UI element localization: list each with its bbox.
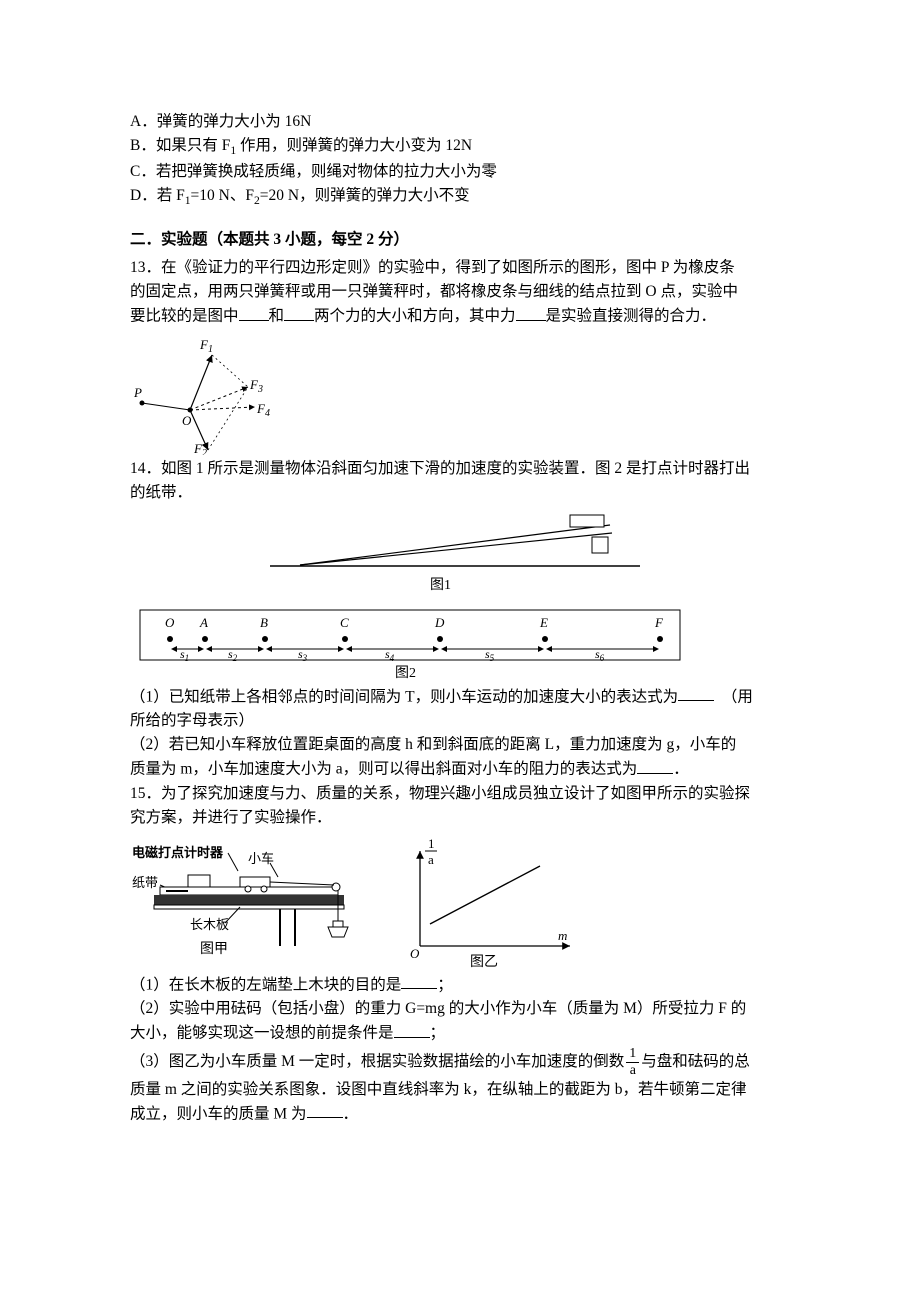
lbl-O: O: [182, 413, 192, 428]
q14-1c: 所给的字母表示）: [130, 709, 790, 733]
fig-15-right-svg: 1 a m O 图乙: [390, 836, 590, 971]
blank-3: [516, 304, 546, 321]
svg-text:C: C: [340, 615, 349, 630]
q15-3c: 质量 m 之间的实验关系图象．设图中直线斜率为 k，在纵轴上的截距为 b，若牛顿…: [130, 1078, 790, 1102]
fig14-2-label: 图2: [395, 666, 416, 681]
opt-a: A．弹簧的弹力大小为 16N: [130, 110, 790, 134]
blank-8: [307, 1102, 343, 1119]
q15-2b: 大小，能够实现这一设想的前提条件是: [130, 1025, 394, 1042]
q14-1b: （用: [722, 688, 753, 705]
opt-d-pre: D．若 F: [130, 187, 185, 204]
opt-b-post: 作用，则弹簧的弹力大小变为 12N: [236, 137, 472, 154]
q13-c1: 要比较的是图中: [130, 308, 239, 325]
blank-6: [401, 973, 437, 990]
fig-14-2: O A B C D E F: [130, 605, 790, 683]
q15-3a: （3）图乙为小车质量 M 一定时，根据实验数据描绘的小车加速度的倒数: [130, 1053, 624, 1070]
fig14-1-label: 图1: [430, 578, 451, 593]
opt-c: C．若把弹簧换成轻质绳，则绳对物体的拉力大小为零: [130, 160, 790, 184]
fig-14-1-svg: 图1: [230, 511, 660, 599]
fig-14-1: 图1: [230, 511, 790, 599]
svg-text:O: O: [410, 946, 420, 961]
svg-text:图甲: 图甲: [200, 942, 228, 957]
blank-4: [678, 685, 714, 702]
q15-l2: 究方案，并进行了实验操作．: [130, 806, 790, 830]
q13-l2: 的固定点，用两只弹簧秤或用一只弹簧秤时，都将橡皮条与细线的结点拉到 O 点，实验…: [130, 280, 790, 304]
opt-a-text: A．弹簧的弹力大小为 16N: [130, 113, 311, 130]
svg-text:D: D: [434, 615, 445, 630]
q15-l1: 15．为了探究加速度与力、质量的关系，物理兴趣小组成员独立设计了如图甲所示的实验…: [130, 782, 790, 806]
svg-text:纸带: 纸带: [132, 875, 158, 890]
q14-2a: （2）若已知小车释放位置距桌面的高度 h 和到斜面底的距离 L，重力加速度为 g…: [130, 733, 790, 757]
q14-2b-line: 质量为 m，小车加速度大小为 a，则可以得出斜面对小车的阻力的表达式为 ．: [130, 757, 790, 782]
q14-l2: 的纸带．: [130, 481, 790, 505]
lbl-F4: F4: [256, 401, 270, 419]
blank-2: [284, 304, 314, 321]
q15-3d-line: 成立，则小车的质量 M 为 ．: [130, 1102, 790, 1127]
q13-c4: 是实验直接测得的合力．: [546, 308, 717, 325]
q15-2c: ；: [430, 1025, 446, 1042]
svg-text:A: A: [199, 615, 208, 630]
fig-15-left-svg: 电磁打点计时器 小车 纸带: [130, 841, 360, 971]
q15-1a: （1）在长木板的左端垫上木块的目的是: [130, 976, 401, 993]
blank-1: [239, 304, 269, 321]
svg-text:E: E: [539, 615, 548, 630]
fig-q13-svg: P O F1 F2 F3 F4: [130, 335, 270, 455]
svg-text:a: a: [428, 852, 434, 867]
q15-3e: ．: [343, 1105, 359, 1122]
q15-3d: 成立，则小车的质量 M 为: [130, 1105, 307, 1122]
q13-l3: 要比较的是图中 和 两个力的大小和方向，其中力 是实验直接测得的合力．: [130, 304, 790, 329]
q14-1: （1）已知纸带上各相邻点的时间间隔为 T，则小车运动的加速度大小的表达式为 （用: [130, 685, 790, 710]
section-2-title: 二．实验题（本题共 3 小题，每空 2 分）: [130, 228, 790, 252]
q14-2c: ．: [673, 761, 689, 778]
q15-2a: （2）实验中用砝码（包括小盘）的重力 G=mg 的大小作为小车（质量为 M）所受…: [130, 997, 790, 1021]
svg-text:长木板: 长木板: [190, 917, 229, 932]
svg-text:m: m: [558, 928, 567, 943]
q15-2b-line: 大小，能够实现这一设想的前提条件是 ；: [130, 1021, 790, 1046]
q14-l1: 14．如图 1 所示是测量物体沿斜面匀加速下滑的加速度的实验装置．图 2 是打点…: [130, 457, 790, 481]
page: A．弹簧的弹力大小为 16N B．如果只有 F1 作用，则弹簧的弹力大小变为 1…: [0, 0, 920, 1302]
q13-c2: 和: [269, 308, 285, 325]
svg-text:B: B: [260, 615, 268, 630]
opt-b: B．如果只有 F1 作用，则弹簧的弹力大小变为 12N: [130, 134, 790, 160]
q15-3b: 与盘和砝码的总: [641, 1053, 750, 1070]
frac-1-over-a: 1a: [626, 1047, 639, 1078]
svg-text:1: 1: [428, 836, 435, 851]
q14-2b: 质量为 m，小车加速度大小为 a，则可以得出斜面对小车的阻力的表达式为: [130, 761, 637, 778]
lbl-F3: F3: [249, 377, 263, 395]
fig-q13: P O F1 F2 F3 F4: [130, 335, 790, 455]
fig-15-row: 电磁打点计时器 小车 纸带: [130, 836, 790, 971]
blank-7: [394, 1021, 430, 1038]
q15-3-line1: （3）图乙为小车质量 M 一定时，根据实验数据描绘的小车加速度的倒数1a与盘和砝…: [130, 1046, 790, 1078]
svg-text:图乙: 图乙: [470, 954, 498, 970]
q13-c3: 两个力的大小和方向，其中力: [314, 308, 516, 325]
svg-text:F: F: [654, 615, 664, 630]
blank-5: [637, 757, 673, 774]
opt-d: D．若 F1=10 N、F2=20 N，则弹簧的弹力大小不变: [130, 184, 790, 210]
q14-1a: （1）已知纸带上各相邻点的时间间隔为 T，则小车运动的加速度大小的表达式为: [130, 688, 678, 705]
lbl-F1: F1: [199, 337, 213, 355]
q15-1b: ；: [437, 976, 453, 993]
svg-text:电磁打点计时器: 电磁打点计时器: [132, 845, 224, 860]
svg-text:O: O: [165, 615, 175, 630]
q13-l1: 13．在《验证力的平行四边形定则》的实验中，得到了如图所示的图形，图中 P 为橡…: [130, 256, 790, 280]
opt-d-post: =20 N，则弹簧的弹力大小不变: [260, 187, 470, 204]
opt-b-pre: B．如果只有 F: [130, 137, 230, 154]
fig-14-2-svg: O A B C D E F: [130, 605, 690, 683]
lbl-P: P: [133, 385, 142, 400]
opt-d-mid: =10 N、F: [191, 187, 254, 204]
q15-1: （1）在长木板的左端垫上木块的目的是 ；: [130, 973, 790, 998]
opt-c-text: C．若把弹簧换成轻质绳，则绳对物体的拉力大小为零: [130, 163, 497, 180]
